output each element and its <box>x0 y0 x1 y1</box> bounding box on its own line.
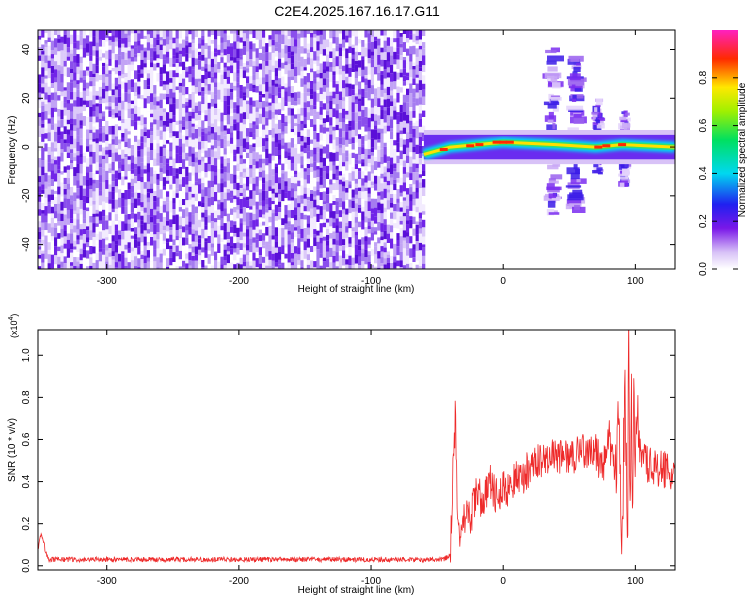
snr-panel: -300 -200 -100 0 100 0.0 0.2 0.4 0.6 0.8 1.0 Heig… <box>7 314 676 596</box>
snr-y-tick-label: 0.0 <box>21 558 32 572</box>
spectrogram-x-tick-label: -300 <box>97 276 117 287</box>
snr-x-axis: -300 -200 -100 0 100 <box>97 330 644 587</box>
colorbar-gradient <box>712 30 738 269</box>
colorbar-tick-label: 0.8 <box>698 70 709 84</box>
snr-frame <box>37 329 676 571</box>
colorbar-tick-label: 0.0 <box>698 262 709 276</box>
colorbar: 0.0 0.2 0.4 0.6 0.8 Normalized spectral ampl… <box>698 30 748 276</box>
spectrogram-y-label: Frequency (Hz) <box>7 116 18 185</box>
snr-y-axis: 0.0 0.2 0.4 0.6 0.8 1.0 <box>21 348 675 573</box>
spectrogram-y-tick-label: -20 <box>21 188 32 203</box>
signal-ridge-core <box>423 140 675 156</box>
signal-peaks <box>439 140 627 151</box>
spectrogram-y-tick-label: 40 <box>21 44 32 56</box>
colorbar-label: Normalized spectral amplitude <box>737 82 748 217</box>
spectrogram-frame <box>37 29 676 270</box>
snr-y-scale-label: (x104) <box>8 314 19 338</box>
snr-x-tick-label: -300 <box>97 576 117 587</box>
spectrogram-x-tick-label: 100 <box>627 276 644 287</box>
spectrogram-y-tick-label: -40 <box>21 237 32 252</box>
snr-x-tick-label: 100 <box>627 576 644 587</box>
spectrogram-image <box>38 30 675 269</box>
chart-title: C2E4.2025.167.16.17.G11 <box>274 3 440 19</box>
snr-series-line <box>38 330 675 564</box>
spectrogram-x-label: Height of straight line (km) <box>298 284 415 295</box>
spectrogram-x-axis: -300 -200 -100 0 100 <box>97 30 644 287</box>
snr-x-tick-label: -200 <box>229 576 249 587</box>
spectrogram-y-tick-label: 0 <box>21 144 32 150</box>
spectrogram-y-tick-label: 20 <box>21 92 32 104</box>
snr-x-tick-label: -100 <box>361 576 381 587</box>
spectrogram-x-tick-label: -200 <box>229 276 249 287</box>
spectrogram-x-tick-label: 0 <box>500 276 506 287</box>
spectrogram-y-axis: -40 -20 0 20 40 <box>21 44 675 252</box>
snr-x-tick-label: 0 <box>500 576 506 587</box>
spectrogram-x-tick-label: -100 <box>361 276 381 287</box>
snr-y-tick-label: 0.8 <box>21 390 32 404</box>
colorbar-tick-label: 0.2 <box>698 214 709 228</box>
colorbar-ticks: 0.0 0.2 0.4 0.6 0.8 <box>698 70 738 276</box>
snr-y-tick-label: 0.2 <box>21 516 32 530</box>
noise-speckle <box>38 30 426 269</box>
snr-y-tick-label: 0.6 <box>21 432 32 446</box>
snr-y-label: SNR (10 * v/v) <box>7 418 18 482</box>
colorbar-tick-label: 0.6 <box>698 118 709 132</box>
snr-plot-area <box>38 330 675 564</box>
snr-x-label: Height of straight line (km) <box>298 585 415 596</box>
snr-y-tick-label: 0.4 <box>21 474 32 488</box>
colorbar-tick-label: 0.4 <box>698 166 709 180</box>
snr-y-tick-label: 1.0 <box>21 348 32 362</box>
